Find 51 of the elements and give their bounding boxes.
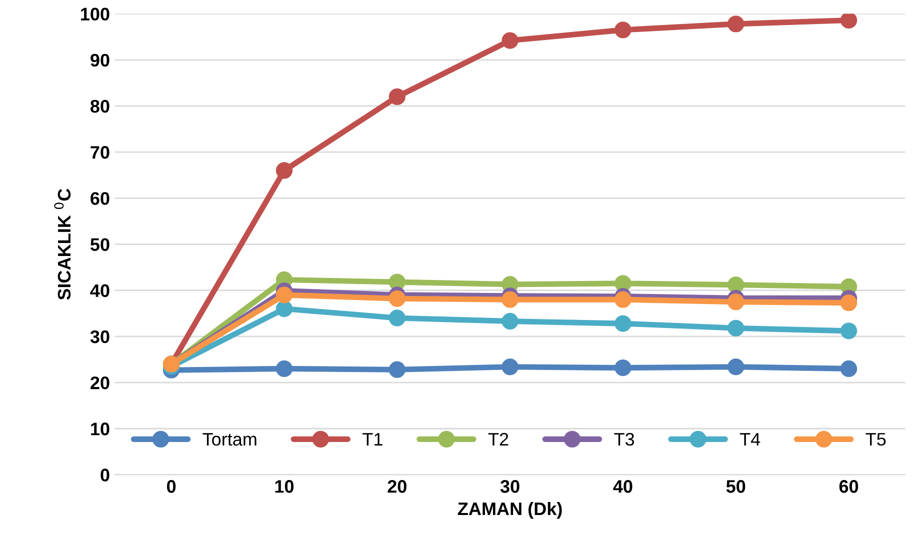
point (276, 162, 293, 179)
point (276, 360, 293, 378)
y-tick-label: 80 (90, 100, 110, 113)
x-tick-label: 60 (839, 480, 858, 493)
point (276, 300, 293, 318)
point (614, 359, 632, 376)
legend-label: T5 (866, 433, 886, 446)
point (502, 291, 518, 308)
point (840, 294, 858, 312)
point (502, 312, 518, 330)
point (728, 16, 744, 32)
y-tick-label: 30 (90, 330, 110, 344)
point (388, 290, 406, 307)
point (728, 276, 744, 294)
x-tick-label: 40 (613, 480, 632, 493)
point (728, 320, 744, 336)
legend-label: Tortam (202, 433, 256, 446)
x-tick-label: 10 (275, 480, 294, 493)
point (840, 360, 858, 378)
x-tick-label: 30 (500, 480, 520, 493)
y-tick-label: 50 (90, 238, 110, 251)
x-tick-label: 50 (726, 480, 746, 493)
y-axis-title: SICAKLIK $^{0}$C (54, 188, 71, 300)
point (502, 358, 518, 376)
legend-label: T1 (362, 433, 382, 446)
y-tick-label: 40 (90, 284, 110, 298)
y-tick-label: 60 (90, 192, 110, 205)
point (840, 322, 858, 340)
point (728, 358, 744, 376)
x-axis-title: ZAMAN (Dk) (458, 502, 562, 519)
legend-label: T2 (488, 432, 508, 446)
point (388, 310, 406, 326)
point (614, 315, 632, 332)
y-tick-label: 70 (90, 146, 110, 159)
point (614, 291, 632, 308)
point (840, 14, 858, 29)
y-tick-label: 10 (91, 422, 110, 436)
y-tick-label: 90 (90, 54, 110, 67)
x-tick-label: 0 (167, 480, 176, 493)
point (728, 294, 744, 310)
point (502, 32, 518, 49)
point (388, 88, 406, 106)
point (388, 361, 406, 378)
legend-label: T3 (614, 432, 634, 446)
y-tick-label: 100 (81, 8, 110, 21)
x-tick-label: 20 (388, 480, 406, 493)
y-tick-label: 0 (100, 468, 110, 482)
legend-label: T4 (740, 433, 760, 446)
point (614, 22, 632, 38)
point (276, 286, 293, 304)
y-tick-label: 20 (90, 376, 110, 390)
